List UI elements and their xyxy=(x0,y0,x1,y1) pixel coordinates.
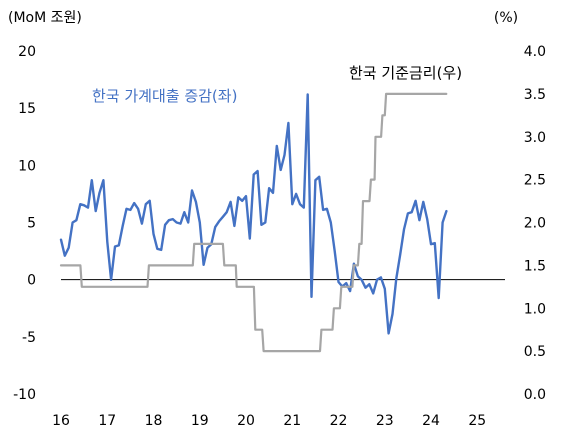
left-tick-label: -5 xyxy=(22,330,36,346)
series-line-household-loans xyxy=(59,93,448,335)
left-tick-label: 20 xyxy=(18,44,36,60)
left-axis-tick-labels: 20 15 10 5 0 -5 -10 xyxy=(13,44,36,403)
right-axis-unit: (%) xyxy=(494,10,518,26)
left-tick-label: -10 xyxy=(13,387,36,403)
right-tick-label: 2.5 xyxy=(524,173,546,189)
right-tick-label: 2.0 xyxy=(524,216,546,232)
right-tick-label: 3.5 xyxy=(524,87,546,103)
series-layer xyxy=(59,92,448,353)
x-tick-label: 20 xyxy=(237,413,255,429)
x-tick-label: 19 xyxy=(191,413,209,429)
x-tick-label: 17 xyxy=(98,413,116,429)
right-axis-tick-labels: 4.0 3.5 3.0 2.5 2.0 1.5 1.0 0.5 0.0 xyxy=(524,44,546,403)
x-tick-label: 18 xyxy=(145,413,163,429)
legend-household-loans: 한국 가계대출 증감(좌) xyxy=(92,87,237,105)
x-tick-label: 16 xyxy=(52,413,70,429)
right-tick-label: 4.0 xyxy=(524,44,546,60)
left-axis-unit: (MoM 조원) xyxy=(8,10,82,26)
x-tick-label: 22 xyxy=(330,413,348,429)
x-tick-label: 21 xyxy=(283,413,301,429)
right-tick-label: 0.0 xyxy=(524,387,546,403)
right-tick-label: 1.0 xyxy=(524,301,546,317)
x-axis-tick-labels: 16 17 18 19 20 21 22 23 24 25 xyxy=(52,413,486,429)
series-line-base-rate xyxy=(59,92,448,353)
left-tick-label: 15 xyxy=(18,101,36,117)
right-tick-label: 0.5 xyxy=(524,344,546,360)
x-tick-label: 25 xyxy=(468,413,486,429)
left-tick-label: 10 xyxy=(18,158,36,174)
left-tick-label: 0 xyxy=(27,273,36,289)
right-tick-label: 3.0 xyxy=(524,130,546,146)
right-tick-label: 1.5 xyxy=(524,258,546,274)
x-tick-label: 23 xyxy=(376,413,394,429)
left-tick-label: 5 xyxy=(27,216,36,232)
legend-base-rate: 한국 기준금리(우) xyxy=(349,64,462,82)
x-tick-label: 24 xyxy=(422,413,440,429)
